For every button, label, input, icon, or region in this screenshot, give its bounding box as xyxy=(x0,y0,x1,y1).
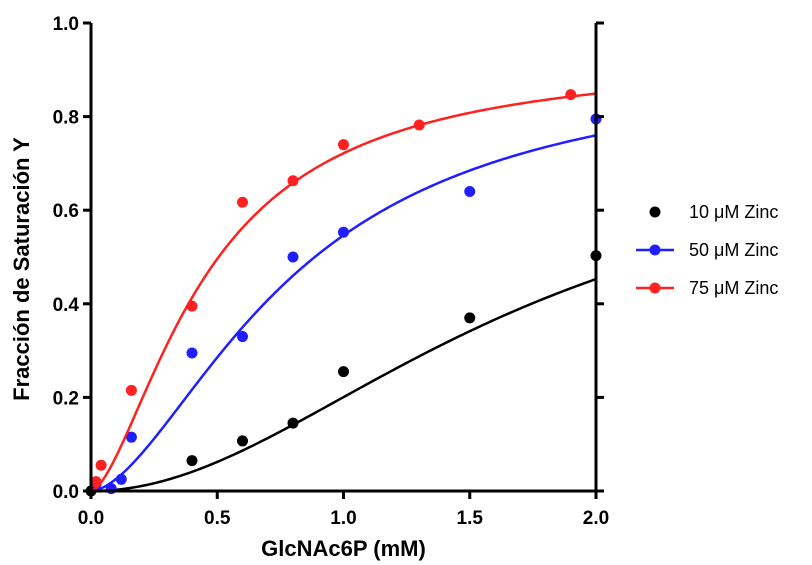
series-0-point xyxy=(464,312,476,324)
series-0-point xyxy=(287,417,299,429)
y-tick-label: 0.6 xyxy=(53,201,79,222)
y-tick-label: 1.0 xyxy=(53,14,79,35)
series-1-point xyxy=(338,226,349,238)
series-1-point xyxy=(237,331,248,343)
series-0-point xyxy=(338,366,349,378)
legend: 10 μM Zinc 50 μM Zinc 75 μM Zinc xyxy=(636,202,778,298)
series-1-fit-line xyxy=(90,134,597,493)
series-2-point xyxy=(95,459,107,471)
x-tick-label: 2.0 xyxy=(583,508,609,529)
series-2-point xyxy=(338,139,349,151)
y-tick-label: 0.4 xyxy=(53,295,80,316)
series-1-point xyxy=(125,431,137,443)
plot-marks xyxy=(85,89,602,497)
series-1-point xyxy=(464,185,476,197)
series-0-fit-line xyxy=(90,277,597,493)
legend-label-0: 10 μM Zinc xyxy=(689,202,778,222)
series-2-point xyxy=(90,476,102,488)
x-tick-label: 0.5 xyxy=(204,508,231,529)
y-tick-label: 0.8 xyxy=(53,108,79,129)
x-tick-label: 1.5 xyxy=(457,508,484,529)
axes: 0.0 0.5 1.0 1.5 2.0 0.0 0.2 0.4 0.6 0.8 1.0 xyxy=(53,14,610,529)
y-axis-label: Fracción de Saturación Y xyxy=(9,137,34,401)
series-2-point xyxy=(186,300,198,312)
series-0-point xyxy=(237,435,248,447)
series-1-point xyxy=(115,473,127,485)
series-1-point xyxy=(186,347,198,359)
series-2-point xyxy=(413,119,425,131)
series-1-point xyxy=(287,251,299,263)
x-axis-label: GlcNAc6P (mM) xyxy=(261,536,426,561)
legend-label-1: 50 μM Zinc xyxy=(689,240,778,260)
series-2-point xyxy=(237,196,248,208)
series-2-fit-line xyxy=(90,92,597,493)
series-2-point xyxy=(287,175,299,187)
series-0-point xyxy=(186,455,198,467)
legend-label-2: 75 μM Zinc xyxy=(689,278,778,298)
x-tick-label: 0.0 xyxy=(78,508,104,529)
series-2-point xyxy=(565,89,577,101)
legend-marker-0 xyxy=(649,206,661,218)
y-tick-label: 0.2 xyxy=(53,388,79,409)
series-2-point xyxy=(125,384,137,396)
x-tick-label: 1.0 xyxy=(330,508,356,529)
y-tick-label: 0.0 xyxy=(53,482,79,503)
legend-marker-2 xyxy=(649,282,661,294)
legend-marker-1 xyxy=(649,244,661,256)
series-1-point xyxy=(105,483,117,495)
